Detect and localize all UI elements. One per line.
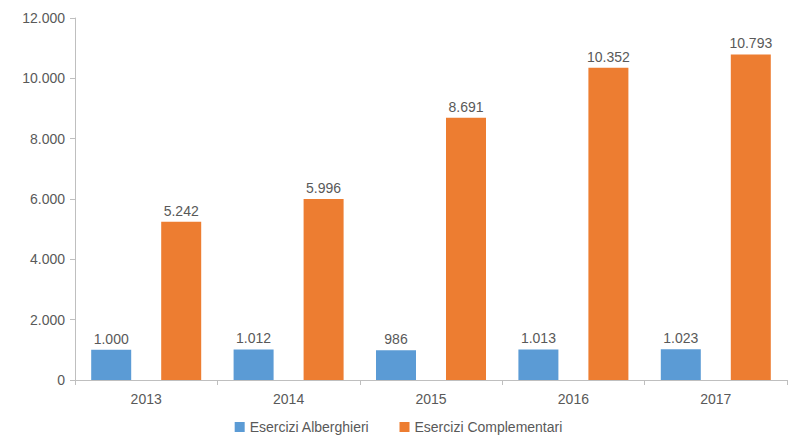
svg-text:Esercizi Alberghieri: Esercizi Alberghieri xyxy=(250,419,369,435)
svg-text:2.000: 2.000 xyxy=(30,312,65,328)
svg-text:1.013: 1.013 xyxy=(521,330,556,346)
svg-text:5.242: 5.242 xyxy=(164,203,199,219)
svg-text:0: 0 xyxy=(57,372,65,388)
svg-text:1.000: 1.000 xyxy=(94,331,129,347)
svg-text:5.996: 5.996 xyxy=(306,180,341,196)
svg-text:1.012: 1.012 xyxy=(236,330,271,346)
svg-text:4.000: 4.000 xyxy=(30,251,65,267)
svg-text:1.023: 1.023 xyxy=(663,330,698,346)
svg-text:2013: 2013 xyxy=(131,391,162,407)
svg-text:12.000: 12.000 xyxy=(22,10,65,26)
svg-text:2015: 2015 xyxy=(415,391,446,407)
svg-text:2016: 2016 xyxy=(558,391,589,407)
svg-text:Esercizi Complementari: Esercizi Complementari xyxy=(415,419,563,435)
svg-text:2014: 2014 xyxy=(273,391,304,407)
svg-text:10.352: 10.352 xyxy=(587,49,630,65)
svg-text:2017: 2017 xyxy=(700,391,731,407)
svg-text:8.691: 8.691 xyxy=(448,99,483,115)
svg-text:6.000: 6.000 xyxy=(30,191,65,207)
svg-text:10.793: 10.793 xyxy=(729,35,772,51)
svg-text:10.000: 10.000 xyxy=(22,70,65,86)
svg-text:8.000: 8.000 xyxy=(30,131,65,147)
svg-text:986: 986 xyxy=(384,331,408,347)
